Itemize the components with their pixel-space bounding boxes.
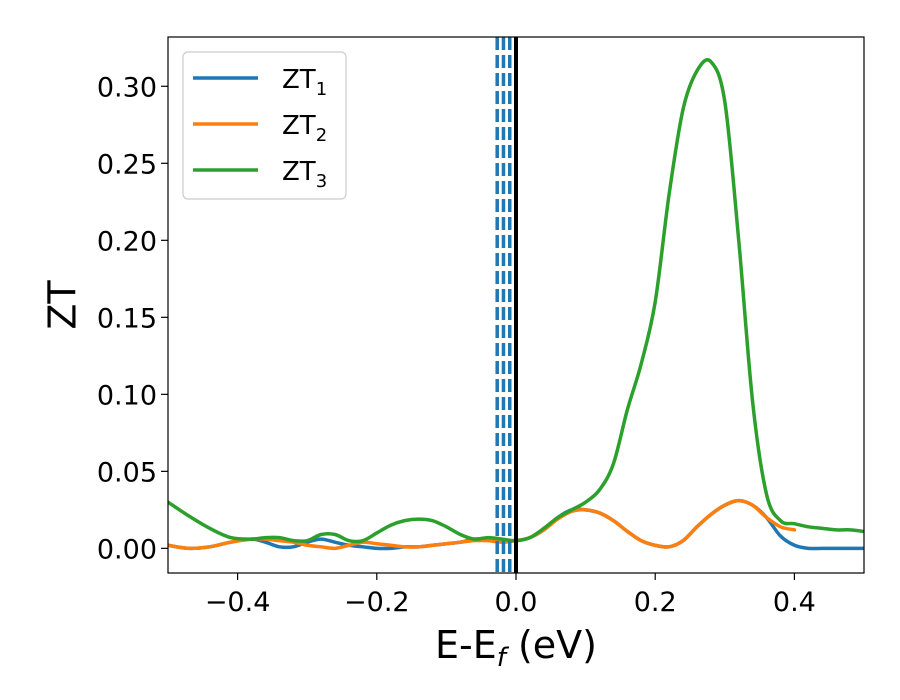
y-tick-label: 0.15 [97,303,157,334]
series-layer [168,58,864,551]
legend-label-zt2: ZT2 [282,111,327,146]
legend-box [182,51,347,200]
x-axis-ticks: −0.4 −0.2 0.0 0.2 0.4 [205,573,816,618]
y-tick-label: 0.10 [97,380,157,411]
y-tick-label: 0.30 [97,72,157,103]
y-tick-label: 0.20 [97,226,157,257]
x-axis-label: E-Ef (eV) [435,623,597,673]
x-tick-label: 0.4 [773,587,816,618]
x-tick-label: −0.4 [205,587,271,618]
legend: ZT1 ZT2 ZT3 [182,51,347,200]
y-tick-label: 0.05 [97,457,157,488]
x-tick-label: 0.0 [495,587,538,618]
y-axis-ticks: 0.00 0.05 0.10 0.15 0.20 0.25 0.30 [97,72,168,565]
legend-label-zt3: ZT3 [282,157,327,192]
x-tick-label: 0.2 [634,587,677,618]
legend-label-zt1: ZT1 [282,65,327,100]
y-axis-label: ZT [41,280,85,330]
y-tick-label: 0.00 [97,534,157,565]
x-tick-label: −0.2 [344,587,410,618]
series-line-zt3 [168,58,864,544]
vertical-lines [495,37,518,573]
y-tick-label: 0.25 [97,149,157,180]
